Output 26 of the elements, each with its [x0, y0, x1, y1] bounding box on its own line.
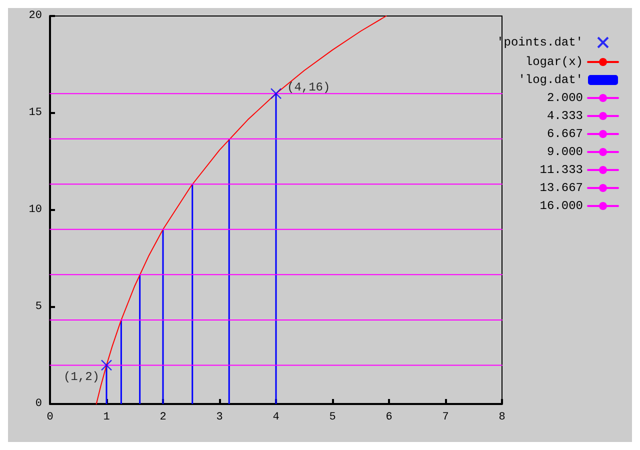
y-tick-label: 15 — [28, 107, 42, 119]
legend-label: logar(x) — [525, 55, 583, 69]
legend-label: 6.667 — [546, 127, 583, 141]
x-tick-label: 0 — [46, 412, 54, 424]
x-tick-label: 1 — [103, 412, 110, 424]
legend-label: 11.333 — [540, 163, 583, 177]
annotation: (4,16) — [287, 80, 330, 95]
x-tick-label: 4 — [272, 412, 280, 424]
y-tick-label: 20 — [28, 10, 42, 22]
y-tick-label: 5 — [35, 301, 42, 313]
legend-label: 2.000 — [546, 91, 583, 105]
x-tick-label: 5 — [329, 412, 336, 424]
legend-label: 9.000 — [546, 145, 583, 159]
annotation: (1,2) — [63, 370, 100, 384]
x-tick-label: 3 — [216, 412, 223, 424]
y-tick-label: 10 — [28, 204, 42, 216]
legend-label: 'log.dat' — [518, 73, 583, 87]
legend-label: 4.333 — [546, 109, 583, 123]
x-tick-label: 7 — [442, 412, 449, 424]
line-series — [96, 16, 387, 404]
legend-label: 13.667 — [540, 181, 583, 195]
x-tick-label: 2 — [160, 412, 166, 424]
x-tick-label: 8 — [498, 412, 506, 424]
y-tick-label: 0 — [35, 398, 42, 410]
legend-label: 16.000 — [540, 199, 583, 213]
x-tick-label: 6 — [386, 412, 392, 424]
